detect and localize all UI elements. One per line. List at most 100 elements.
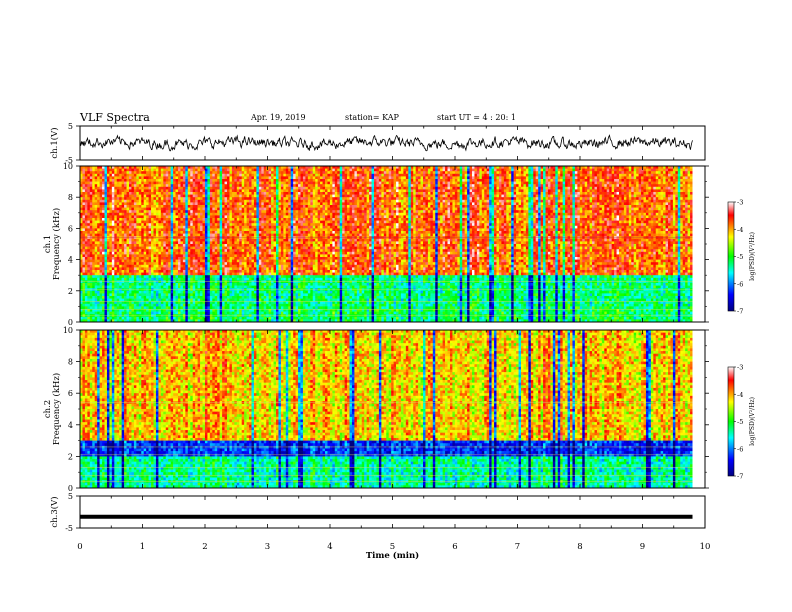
spectrogram-cell	[590, 176, 593, 179]
spectrogram-cell	[320, 189, 323, 192]
spectrogram-cell	[538, 210, 541, 213]
spectrogram-cell	[296, 187, 299, 190]
spectrogram-cell	[296, 200, 299, 203]
spectrogram-cell	[607, 195, 610, 198]
spectrogram-cell	[90, 202, 93, 205]
spectrogram-cell	[519, 189, 522, 192]
spectrogram-cell	[607, 213, 610, 216]
spectrogram-cell	[332, 195, 335, 198]
spectrogram-cell	[489, 205, 492, 208]
spectrogram-cell	[634, 189, 637, 192]
spectrogram-cell	[176, 171, 179, 174]
spectrogram-cell	[450, 213, 453, 216]
spectrogram-cell	[411, 189, 414, 192]
spectrogram-cell	[680, 200, 683, 203]
spectrogram-cell	[570, 208, 573, 211]
spectrogram-cell	[376, 184, 379, 187]
spectrogram-cell	[139, 205, 142, 208]
spectrogram-cell	[384, 169, 387, 172]
spectrogram-cell	[92, 187, 95, 190]
spectrogram-cell	[504, 213, 507, 216]
spectrogram-cell	[597, 202, 600, 205]
spectrogram-cell	[492, 195, 495, 198]
spectrogram-cell	[646, 171, 649, 174]
spectrogram-cell	[541, 182, 544, 185]
spectrogram-cell	[479, 171, 482, 174]
spectrogram-cell	[582, 197, 585, 200]
spectrogram-cell	[629, 210, 632, 213]
spectrogram-cell	[286, 179, 289, 182]
spectrogram-cell	[516, 171, 519, 174]
spectrogram-cell	[546, 171, 549, 174]
spectrogram-cell	[350, 205, 353, 208]
spectrogram-cell	[352, 202, 355, 205]
spectrogram-cell	[533, 182, 536, 185]
spectrogram-cell	[310, 210, 313, 213]
spectrogram-cell	[185, 210, 188, 213]
spectrogram-cell	[376, 215, 379, 218]
spectrogram-cell	[222, 192, 225, 195]
spectrogram-cell	[506, 176, 509, 179]
spectrogram-cell	[636, 215, 639, 218]
spectrogram-cell	[180, 182, 183, 185]
spectrogram-cell	[450, 179, 453, 182]
spectrogram-cell	[558, 169, 561, 172]
spectrogram-cell	[651, 187, 654, 190]
spectrogram-cell	[631, 205, 634, 208]
spectrogram-cell	[291, 179, 294, 182]
spectrogram-cell	[144, 169, 147, 172]
spectrogram-cell	[653, 197, 656, 200]
spectrogram-cell	[278, 174, 281, 177]
spectrogram-cell	[389, 208, 392, 211]
spectrogram-cell	[271, 192, 274, 195]
spectrogram-cell	[122, 202, 125, 205]
spectrogram-cell	[198, 197, 201, 200]
spectrogram-cell	[641, 189, 644, 192]
spectrogram-cell	[139, 200, 142, 203]
spectrogram-cell	[190, 202, 193, 205]
spectrogram-cell	[499, 182, 502, 185]
spectrogram-cell	[264, 176, 267, 179]
spectrogram-cell	[467, 192, 470, 195]
spectrogram-cell	[229, 192, 232, 195]
spectrogram-cell	[418, 176, 421, 179]
spectrogram-cell	[411, 213, 414, 216]
spectrogram-cell	[592, 210, 595, 213]
spectrogram-cell	[180, 195, 183, 198]
spectrogram-cell	[158, 189, 161, 192]
spectrogram-cell	[237, 210, 240, 213]
spectrogram-cell	[644, 197, 647, 200]
spectrogram-cell	[234, 187, 237, 190]
spectrogram-cell	[234, 215, 237, 218]
spectrogram-cell	[399, 182, 402, 185]
spectrogram-cell	[448, 213, 451, 216]
spectrogram-cell	[97, 179, 100, 182]
spectrogram-cell	[536, 205, 539, 208]
spectrogram-cell	[323, 184, 326, 187]
spectrogram-cell	[506, 202, 509, 205]
spectrogram-cell	[416, 182, 419, 185]
spectrogram-cell	[193, 174, 196, 177]
spectrogram-cell	[374, 174, 377, 177]
spectrogram-cell	[516, 192, 519, 195]
spectrogram-cell	[430, 215, 433, 218]
spectrogram-cell	[220, 169, 223, 172]
spectrogram-cell	[661, 210, 664, 213]
spectrogram-cell	[95, 210, 98, 213]
spectrogram-cell	[215, 200, 218, 203]
spectrogram-cell	[293, 202, 296, 205]
spectrogram-cell	[396, 182, 399, 185]
spectrogram-cell	[604, 213, 607, 216]
spectrogram-cell	[636, 176, 639, 179]
spectrogram-cell	[563, 215, 566, 218]
spectrogram-cell	[413, 210, 416, 213]
spectrogram-cell	[433, 205, 436, 208]
spectrogram-cell	[205, 195, 208, 198]
spectrogram-cell	[465, 208, 468, 211]
spectrogram-cell	[639, 184, 642, 187]
spectrogram-cell	[166, 213, 169, 216]
spectrogram-cell	[97, 169, 100, 172]
spectrogram-cell	[592, 171, 595, 174]
spectrogram-cell	[553, 213, 556, 216]
spectrogram-cell	[440, 202, 443, 205]
